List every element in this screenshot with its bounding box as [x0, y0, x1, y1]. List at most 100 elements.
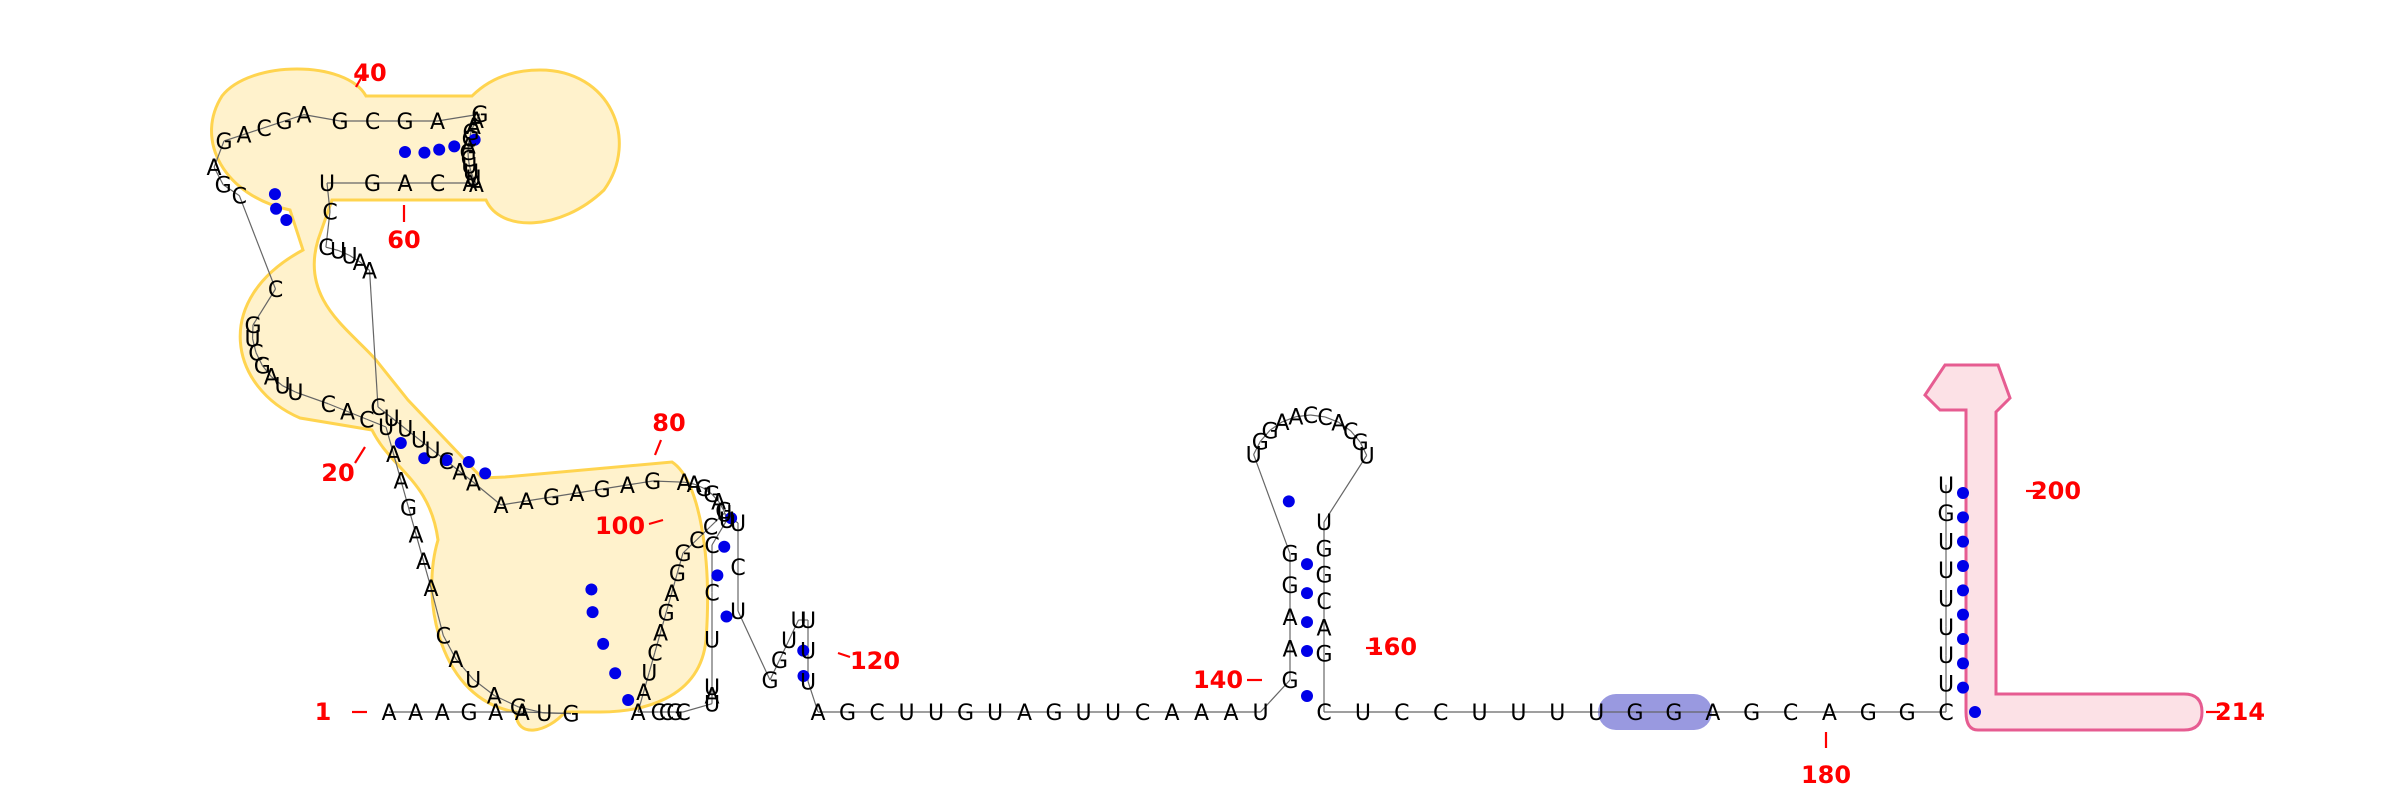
backbone-link	[347, 410, 367, 420]
nucleotide: U	[1510, 701, 1526, 726]
nucleotide: C	[438, 450, 453, 475]
nucleotide: C	[436, 624, 451, 649]
backbone-link	[349, 254, 361, 263]
backbone-link	[469, 182, 477, 185]
nucleotide: U	[1246, 443, 1262, 468]
base-pair-dot	[1301, 690, 1313, 702]
nucleotide: A	[1275, 411, 1290, 436]
backbone-link	[703, 487, 713, 495]
nucleotide: U	[790, 609, 806, 634]
backbone-link	[602, 484, 628, 490]
nucleotide: G	[459, 141, 476, 166]
backbone-link	[769, 659, 781, 681]
nucleotide: A	[1705, 701, 1720, 726]
nucleotide: A	[448, 648, 463, 673]
nucleotide: G	[510, 696, 527, 721]
backbone-link	[326, 182, 331, 212]
nucleotide: A	[430, 110, 445, 135]
nucleotide: U	[800, 609, 816, 634]
backbone-link	[470, 171, 474, 179]
position-label-214: 214	[2215, 698, 2265, 726]
nucleotide: A	[353, 251, 368, 276]
nucleotide: U	[1355, 701, 1371, 726]
nucleotide: C	[704, 534, 719, 559]
nucleotide: U	[1938, 673, 1954, 698]
nucleotide: U	[800, 670, 816, 695]
base-pair-dot	[433, 143, 446, 156]
nucleotide: G	[1252, 430, 1269, 455]
nucleotide: A	[469, 109, 484, 134]
base-pair-dot	[718, 540, 731, 553]
nucleotide: G	[674, 542, 691, 567]
backbone-link	[494, 694, 519, 708]
nucleotide: A	[620, 474, 635, 499]
nucleotide: C	[248, 342, 263, 367]
position-label-40: 40	[353, 59, 386, 87]
backbone-link	[337, 249, 350, 256]
backbone-link	[1253, 454, 1291, 554]
nucleotide: U	[1316, 511, 1332, 536]
base-pair-dot	[1957, 511, 1969, 524]
backbone	[213, 113, 1947, 715]
backbone-link	[696, 526, 711, 541]
nucleotide: U	[1938, 474, 1954, 499]
nucleotide: A	[397, 172, 412, 197]
nucleotide: A	[810, 701, 825, 726]
backbone-link	[518, 706, 545, 714]
nucleotide: A	[340, 401, 355, 426]
base-pair-dot	[462, 456, 475, 468]
backbone-link	[407, 507, 417, 535]
backbone-link	[1295, 414, 1311, 418]
nucleotide: U	[898, 701, 914, 726]
nucleotide: G	[669, 562, 686, 587]
nucleotide: A	[493, 494, 508, 519]
nucleotide: G	[463, 121, 480, 146]
nucleotide: C	[1938, 701, 1953, 726]
backbone-link	[252, 288, 277, 326]
backbone-link	[295, 391, 329, 405]
nucleotide: C	[1343, 420, 1358, 445]
nucleotide: C	[869, 701, 884, 726]
nucleotide: C	[359, 408, 374, 433]
nucleotide: U	[1075, 701, 1091, 726]
base-pair-dot	[1957, 487, 1969, 499]
base-pair-dot	[1957, 633, 1969, 645]
nucleotide: U	[1359, 444, 1375, 469]
nucleotide: G	[761, 669, 778, 694]
backbone-link	[223, 133, 245, 142]
nucleotide: U	[342, 244, 358, 269]
nucleotide: G	[1281, 574, 1298, 599]
backbone-link	[472, 678, 495, 696]
nucleotide: A	[1282, 637, 1297, 662]
backbone-link	[676, 552, 684, 574]
nucleotide: G	[839, 701, 856, 726]
nucleotide: C	[689, 529, 704, 554]
backbone-link	[551, 492, 577, 498]
nucleotide: G	[1315, 564, 1332, 589]
nucleotide: G	[695, 477, 712, 502]
nucleotide: G	[215, 174, 232, 199]
backbone-link	[325, 211, 331, 248]
nucleotide: A	[416, 550, 431, 575]
nucleotide: U	[1938, 587, 1954, 612]
backbone-link	[455, 658, 474, 680]
backbone-link	[1350, 430, 1361, 443]
nucleotide: A	[1017, 701, 1032, 726]
nucleotide: G	[594, 478, 611, 503]
position-label-80: 80	[652, 409, 685, 437]
base-pair-dot	[1957, 560, 1969, 572]
base-pair-dot	[586, 606, 599, 619]
nucleotide: C	[675, 701, 690, 726]
nucleotide: U	[1938, 559, 1954, 584]
nucleotide: C	[1316, 590, 1331, 615]
position-label-120: 120	[850, 647, 900, 675]
nucleotide: U	[536, 702, 552, 727]
nucleotide: G	[1937, 502, 1954, 527]
nucleotide: A	[386, 443, 401, 468]
nucleotide: A	[487, 685, 502, 710]
backbone-link	[251, 338, 257, 353]
backbone-link	[404, 428, 420, 440]
backbone-link	[637, 691, 645, 713]
